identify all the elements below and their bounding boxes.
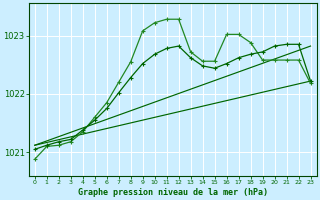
X-axis label: Graphe pression niveau de la mer (hPa): Graphe pression niveau de la mer (hPa) (78, 188, 268, 197)
